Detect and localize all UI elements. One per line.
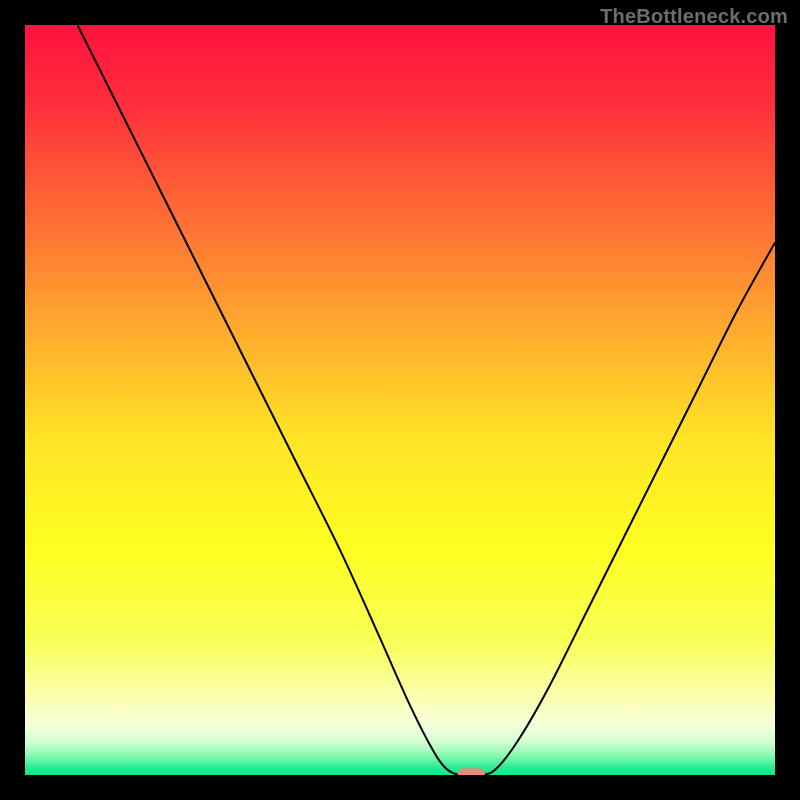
watermark-text: TheBottleneck.com <box>600 6 788 29</box>
plot-background <box>25 25 775 775</box>
chart-frame: TheBottleneck.com <box>0 0 800 800</box>
bottleneck-chart <box>0 0 800 800</box>
